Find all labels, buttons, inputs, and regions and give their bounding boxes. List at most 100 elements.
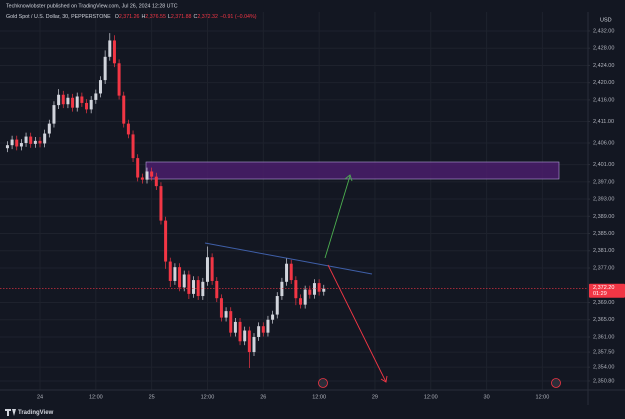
arrow-down-head xyxy=(380,375,388,383)
candle-body xyxy=(140,177,144,180)
candle-body xyxy=(10,139,14,146)
x-tick-label: 12:00 xyxy=(536,394,550,400)
candle-body xyxy=(215,280,219,299)
grid xyxy=(0,12,588,390)
y-tick-label: 2,416.00 xyxy=(593,97,614,103)
event-icon[interactable] xyxy=(551,378,561,388)
candle-body xyxy=(247,330,251,353)
candle-body xyxy=(33,140,37,144)
candle-body xyxy=(126,123,130,135)
candle-body xyxy=(182,274,186,288)
ohlc-key: O xyxy=(115,14,119,20)
candle-body xyxy=(108,40,112,57)
candle-body xyxy=(38,140,42,144)
ohlc-key: H xyxy=(141,14,145,20)
candle-body xyxy=(98,80,102,94)
y-tick-label: 2,365.00 xyxy=(593,317,614,323)
candle-body xyxy=(47,123,51,134)
candle-body xyxy=(15,139,19,147)
arrow-down xyxy=(327,264,387,383)
candle-body xyxy=(289,263,293,281)
y-tick-label: 2,401.00 xyxy=(593,162,614,168)
candle-body xyxy=(75,96,79,108)
candle-body xyxy=(201,281,205,297)
zone-rectangle xyxy=(145,161,560,180)
candle-body xyxy=(219,298,223,318)
candle-body xyxy=(52,105,56,124)
x-tick-label: 24 xyxy=(37,394,43,400)
candle-body xyxy=(19,143,23,147)
ohlc-key: C xyxy=(194,14,198,20)
event-icon[interactable] xyxy=(318,378,328,388)
y-tick-label: 2,350.80 xyxy=(593,378,614,384)
symbol: Gold Spot / U.S. Dollar, 30, PEPPERSTONE xyxy=(6,14,111,20)
candle-body xyxy=(103,56,107,81)
candle-body xyxy=(43,133,47,144)
footer xyxy=(0,405,625,419)
x-tick-label: 12:00 xyxy=(424,394,438,400)
candle-body xyxy=(71,97,75,108)
y-tick-label: 2,389.00 xyxy=(593,214,614,220)
y-tick-label: 2,369.00 xyxy=(593,300,614,306)
candle-body xyxy=(24,136,28,144)
y-tick-label: 2,406.00 xyxy=(593,140,614,146)
candle-body xyxy=(85,102,89,110)
trend-line xyxy=(204,242,373,275)
y-tick-label: 2,381.00 xyxy=(593,248,614,254)
candle-body xyxy=(196,280,200,297)
candle-body xyxy=(299,298,303,305)
candle-body xyxy=(29,136,33,144)
candle-body xyxy=(150,171,154,177)
candle-body xyxy=(145,171,149,180)
candle-body xyxy=(233,321,237,333)
y-tick-label: 2,385.00 xyxy=(593,231,614,237)
candle-body xyxy=(168,261,172,281)
candle-body xyxy=(80,96,84,103)
candle-body xyxy=(94,93,98,100)
x-tick-label: 25 xyxy=(149,394,155,400)
candle-body xyxy=(266,319,270,333)
publisher: Techknowlobster published on TradingView… xyxy=(6,3,178,9)
candle-body xyxy=(285,263,289,282)
candle-body xyxy=(308,289,312,295)
y-tick-label: 2,432.00 xyxy=(593,28,614,34)
arrow-up-head xyxy=(344,174,353,182)
candle-body xyxy=(224,311,228,318)
candle-body xyxy=(61,94,65,105)
candle-body xyxy=(187,274,191,294)
candle-body xyxy=(117,63,121,96)
candle-body xyxy=(112,40,116,64)
y-tick-label: 2,361.00 xyxy=(593,334,614,340)
candle-body xyxy=(164,220,168,262)
candle-body xyxy=(57,94,61,106)
change: −0.91 (−0.04%) xyxy=(220,14,257,20)
countdown: 01:29 xyxy=(593,291,607,297)
axes: 2,432.00 2,428.00 2,424.00 2,420.00 2,416.00… xyxy=(37,28,625,400)
candle-body xyxy=(178,267,182,288)
brand-logo xyxy=(5,409,16,416)
y-tick-label: 2,428.00 xyxy=(593,46,614,52)
y-tick-label: 2,420.00 xyxy=(593,80,614,86)
ohlc-value: 2,371.88 xyxy=(171,14,192,20)
candle-body xyxy=(257,326,261,337)
candle-body xyxy=(136,158,140,178)
candle-body xyxy=(312,283,316,295)
candle-body xyxy=(322,288,326,292)
candle-body xyxy=(261,326,265,333)
candle-body xyxy=(5,145,9,149)
ohlc-value: 2,371.26 xyxy=(119,14,140,20)
arrow-up xyxy=(324,175,351,259)
candle-body xyxy=(303,289,307,305)
ohlc-value: 2,372.32 xyxy=(197,14,218,20)
y-tick-label: 2,354.00 xyxy=(593,365,614,371)
legend-line: Gold Spot / U.S. Dollar, 30, PEPPERSTONE… xyxy=(6,14,257,20)
candle-body xyxy=(173,267,177,281)
candles xyxy=(0,33,588,369)
y-tick-label: 2,357.50 xyxy=(593,350,614,356)
candle-body xyxy=(159,186,163,221)
last-price-box xyxy=(589,283,625,298)
candle-body xyxy=(275,296,279,315)
x-tick-label: 12:00 xyxy=(89,394,103,400)
